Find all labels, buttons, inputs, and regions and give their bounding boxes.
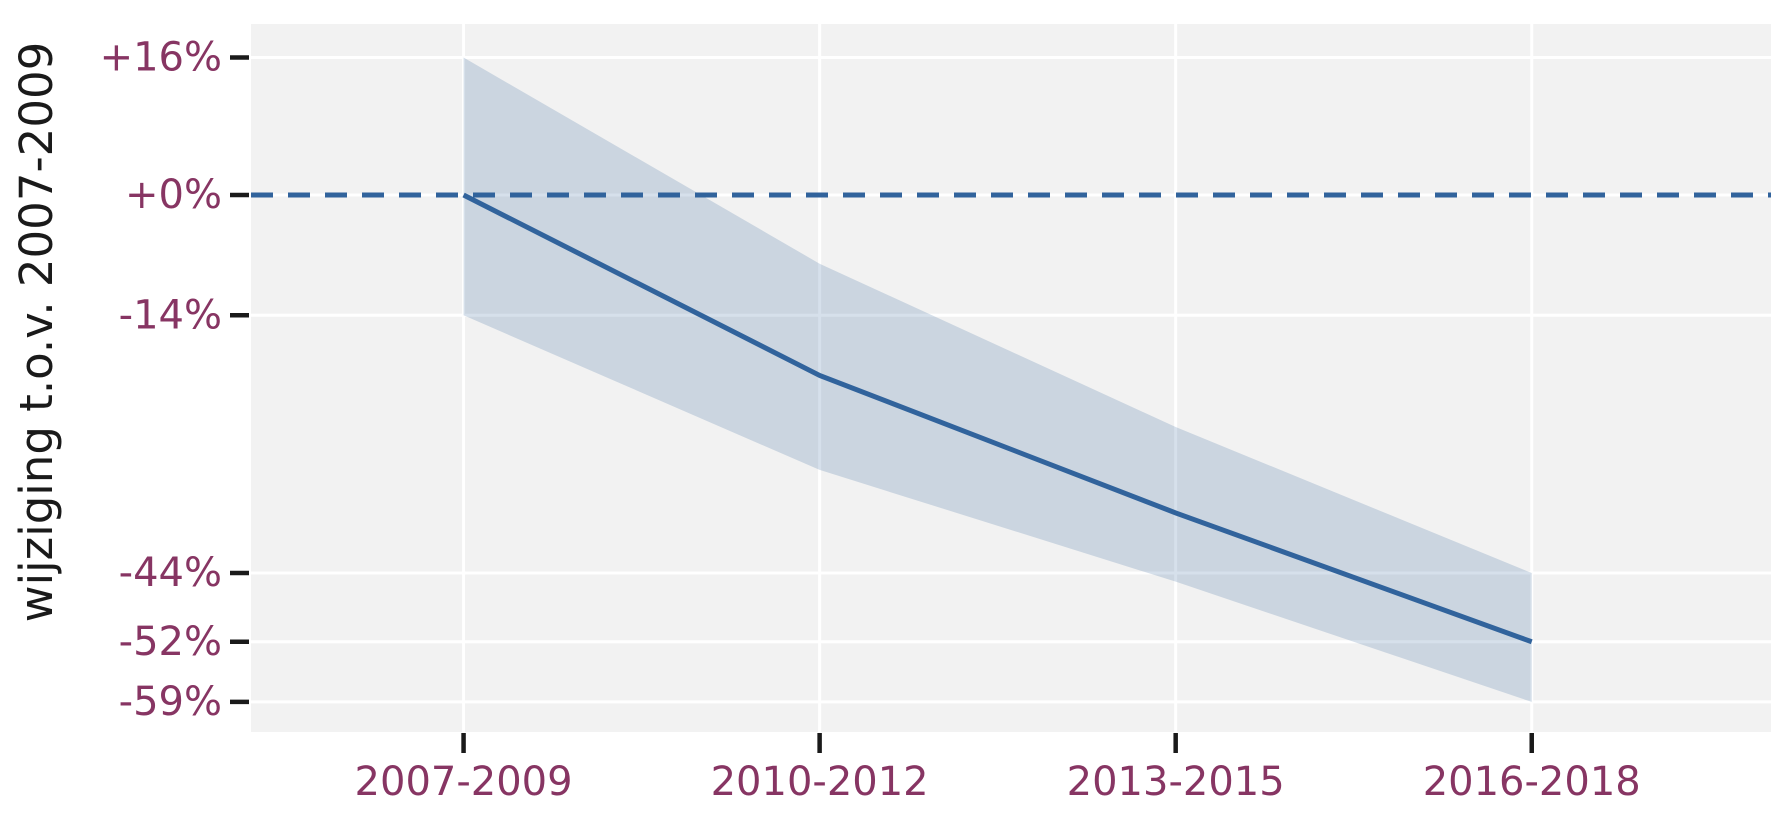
x-tick-label: 2016-2018 <box>1423 759 1641 805</box>
y-tick-label: -59% <box>119 679 222 725</box>
y-tick-label: +0% <box>125 172 222 218</box>
confidence-band <box>463 57 1532 702</box>
x-tick-label: 2007-2009 <box>355 759 573 805</box>
y-tick-label: -14% <box>119 292 222 338</box>
y-tick-label: -52% <box>119 619 222 665</box>
x-tick-label: 2010-2012 <box>711 759 929 805</box>
x-tick-label: 2013-2015 <box>1067 759 1285 805</box>
y-tick-label: +16% <box>100 35 222 81</box>
y-tick-label: -44% <box>119 550 222 596</box>
y-axis-title: wijziging t.o.v. 2007-2009 <box>10 42 63 622</box>
plot-background <box>251 24 1771 732</box>
plot-area: +16% +0% -14% -44% -52% -59% 2007-2009 2010-201… <box>100 24 1771 805</box>
trend-line <box>462 192 1533 645</box>
